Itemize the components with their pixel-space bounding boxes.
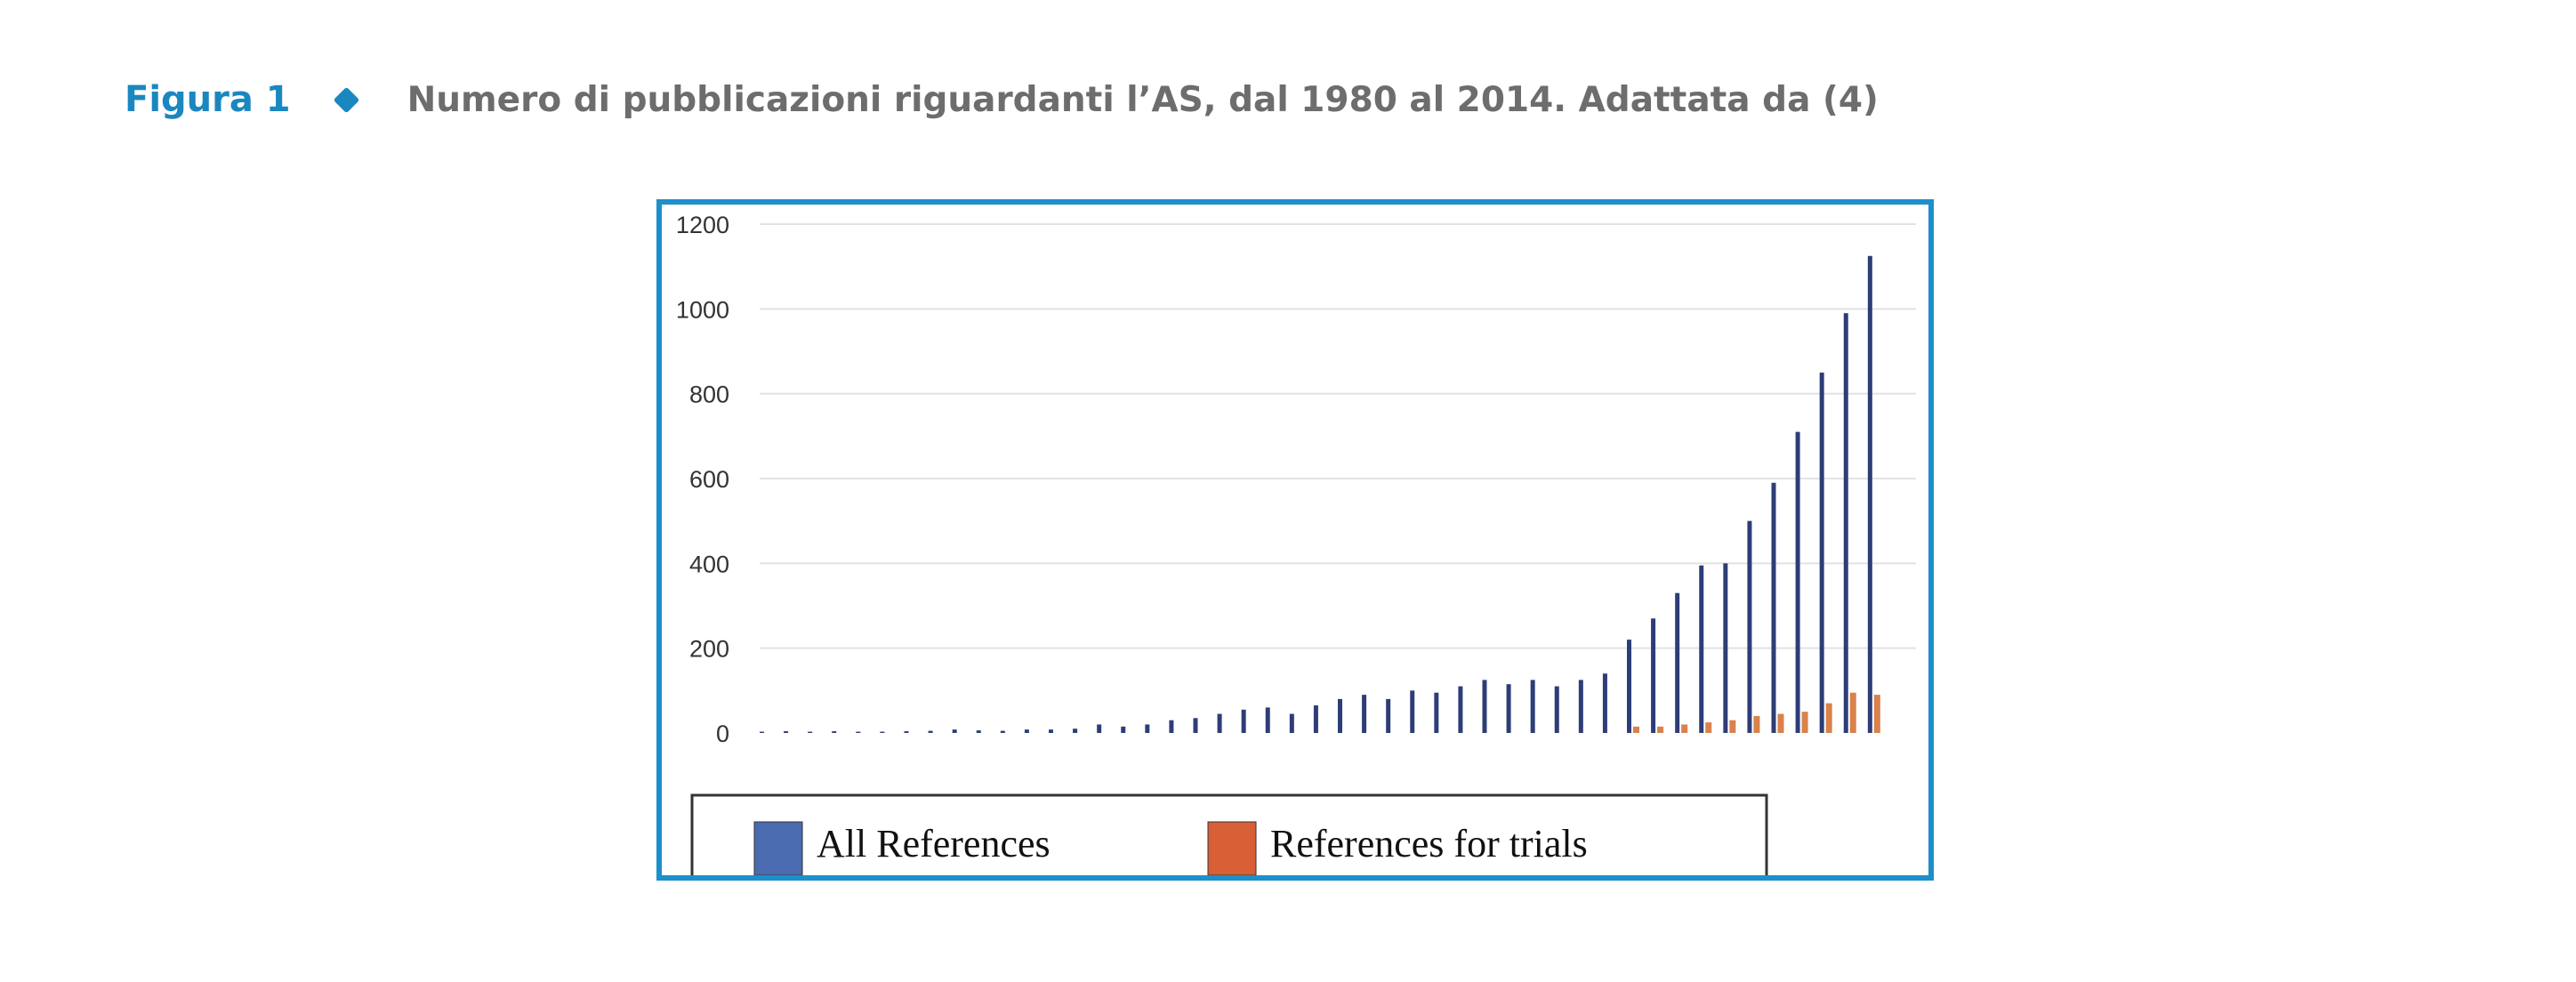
chart-frame: 0 200 400 600 800 1000 1200 All References Refer…: [656, 199, 1934, 881]
bar-references-for-trials: [1705, 722, 1712, 733]
bar-all-references: [1530, 680, 1535, 733]
bar-all-references: [1169, 720, 1174, 733]
bar-all-references: [1410, 690, 1415, 733]
bar-all-references: [1241, 709, 1246, 733]
y-tick-label: 1200: [676, 212, 729, 238]
bar-all-references: [1747, 520, 1752, 733]
legend-swatch-all-references: [753, 821, 803, 875]
bar-all-references: [1627, 640, 1631, 733]
bar-references-for-trials: [1729, 720, 1736, 733]
bar-all-references: [1675, 592, 1680, 733]
bar-all-references: [880, 731, 885, 733]
bar-references-for-trials: [1777, 713, 1784, 733]
bar-all-references: [976, 730, 981, 733]
bar-all-references: [760, 731, 764, 733]
bar-all-references: [1434, 692, 1439, 733]
bar-references-for-trials: [1657, 726, 1664, 733]
figure-label: Figura 1: [125, 79, 291, 120]
bar-all-references: [1289, 713, 1294, 733]
legend-label-all-references: All References: [817, 822, 1051, 865]
bar-all-references: [1795, 431, 1800, 733]
y-tick-label: 1000: [676, 296, 729, 323]
bar-all-references: [1145, 724, 1150, 733]
y-tick-label: 200: [689, 636, 729, 663]
bar-references-for-trials: [1849, 692, 1856, 733]
bar-all-references: [1338, 698, 1342, 733]
bar-references-for-trials: [1753, 715, 1760, 733]
bar-all-references: [1121, 726, 1126, 733]
bar-references-for-trials: [1801, 712, 1808, 733]
bar-all-references: [832, 731, 837, 733]
bar-all-references: [1651, 618, 1656, 733]
bar-all-references: [1723, 563, 1728, 733]
figure-title: Numero di pubblicazioni riguardanti l’AS…: [407, 79, 1879, 120]
bar-all-references: [1554, 686, 1559, 733]
bar-all-references: [1386, 698, 1391, 733]
bar-all-references: [1000, 730, 1005, 733]
bar-all-references: [1771, 482, 1776, 733]
bar-references-for-trials: [1633, 726, 1639, 733]
bar-all-references: [904, 731, 909, 733]
y-tick-label: 800: [689, 382, 729, 408]
y-tick-label: 600: [689, 466, 729, 493]
bar-references-for-trials: [1825, 703, 1832, 733]
bar-all-references: [1049, 729, 1053, 733]
bar-all-references: [1024, 729, 1029, 733]
bar-references-for-trials: [1873, 695, 1880, 733]
bar-all-references: [952, 729, 957, 733]
bar-all-references: [1362, 695, 1367, 733]
bar-all-references: [1217, 713, 1222, 733]
legend-label-references-for-trials: References for trials: [1270, 822, 1588, 865]
bar-all-references: [1193, 718, 1198, 733]
bar-all-references: [1867, 255, 1872, 733]
bar-all-references: [1699, 565, 1704, 733]
bar-all-references: [784, 731, 789, 733]
bar-all-references: [1458, 686, 1463, 733]
bar-all-references: [1819, 372, 1824, 733]
bar-all-references: [1097, 724, 1102, 733]
bar-all-references: [1506, 684, 1511, 733]
y-tick-label: 0: [716, 720, 729, 747]
legend-swatch-references-for-trials: [1207, 821, 1257, 875]
figure-caption: Figura 1 Numero di pubblicazioni riguard…: [125, 73, 1879, 126]
bar-all-references: [1073, 728, 1078, 733]
bar-references-for-trials: [1681, 724, 1688, 733]
bar-all-references: [1482, 680, 1487, 733]
bar-all-references: [1313, 705, 1318, 733]
chart: 0 200 400 600 800 1000 1200 All References Refer…: [676, 212, 1916, 875]
bar-all-references: [808, 731, 813, 733]
bar-all-references: [1578, 680, 1583, 733]
bar-all-references: [1843, 313, 1848, 733]
bar-all-references: [1602, 673, 1607, 733]
y-tick-label: 400: [689, 551, 729, 577]
bar-all-references: [1265, 707, 1270, 733]
diamond-icon: [333, 86, 359, 113]
bar-all-references: [856, 731, 861, 733]
bar-all-references: [928, 730, 933, 733]
